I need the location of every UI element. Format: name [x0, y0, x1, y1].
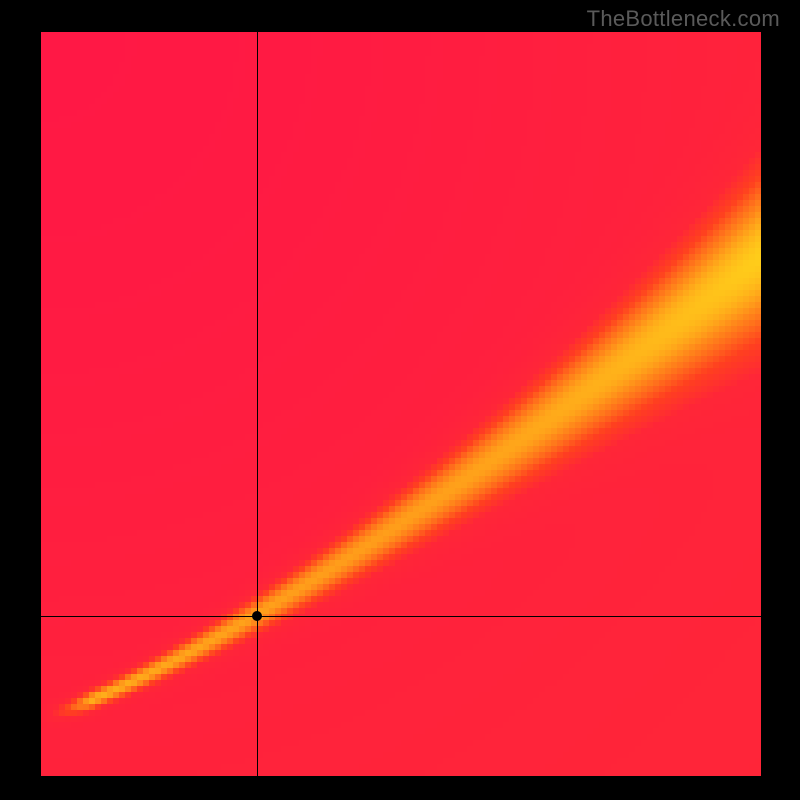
chart-frame: TheBottleneck.com — [0, 0, 800, 800]
watermark-text: TheBottleneck.com — [587, 6, 780, 32]
heatmap-canvas — [41, 32, 761, 776]
plot-area — [41, 32, 761, 776]
